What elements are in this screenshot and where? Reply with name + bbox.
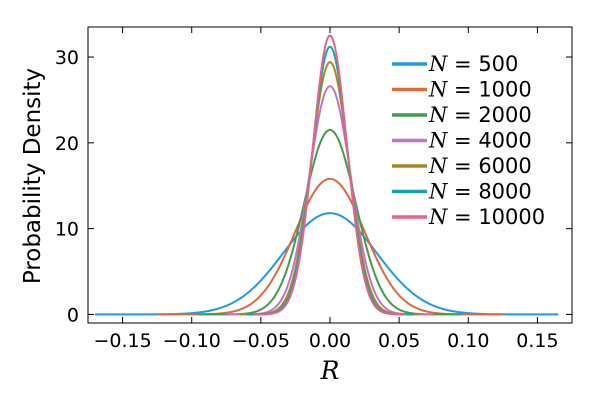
x-tick-label: −0.05 xyxy=(232,330,290,352)
y-axis-title: Probability Density xyxy=(20,68,46,284)
x-axis-title: R xyxy=(320,356,340,385)
legend-entry: N = 8000 xyxy=(428,180,532,204)
series-line-4 xyxy=(240,61,420,316)
x-tick-label: 0.10 xyxy=(447,330,489,352)
x-tick-label: 0.15 xyxy=(516,330,558,352)
legend-entry: N = 2000 xyxy=(428,103,532,127)
y-tick-label: 0 xyxy=(67,304,79,326)
x-tick-label: −0.15 xyxy=(93,330,151,352)
curves-layer xyxy=(94,34,559,316)
legend-entry: N = 10000 xyxy=(428,205,545,229)
y-tick-label: 20 xyxy=(55,133,79,155)
series-line-6 xyxy=(253,34,407,316)
x-tick-label: 0.00 xyxy=(309,330,351,352)
x-tick-label: 0.05 xyxy=(378,330,420,352)
y-tick-label: 10 xyxy=(55,219,79,241)
y-tick-label: 30 xyxy=(55,47,79,69)
series-line-3 xyxy=(226,85,434,316)
legend-entry: N = 1000 xyxy=(428,78,532,102)
x-tick-label: −0.10 xyxy=(163,330,221,352)
legend-entry: N = 500 xyxy=(428,52,518,76)
legend-entry: N = 4000 xyxy=(428,129,532,153)
legend-entry: N = 6000 xyxy=(428,154,532,178)
series-line-2 xyxy=(198,128,462,316)
ticks-layer: −0.15 −0.10 −0.05 0.00 0.05 0.10 0.15 0 10 20 30 xyxy=(55,27,572,352)
